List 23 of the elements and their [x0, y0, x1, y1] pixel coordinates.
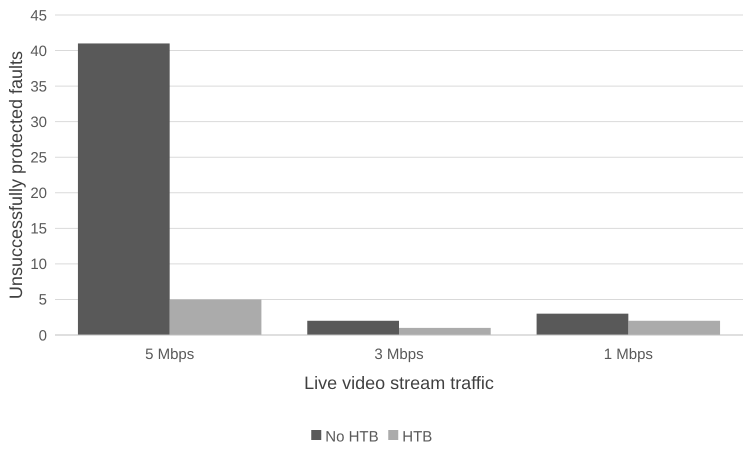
y-axis-title: Unsuccessfully protected faults [6, 50, 26, 300]
y-tick-label: 45 [30, 7, 47, 24]
bar [536, 314, 628, 335]
bar [307, 320, 399, 335]
x-tick-label: 5 Mbps [145, 346, 194, 363]
y-tick-label: 20 [30, 185, 47, 202]
y-tick-label: 35 [30, 78, 47, 96]
y-tick-label: 15 [30, 220, 47, 238]
x-axis-title: Live video stream traffic [304, 373, 494, 393]
y-tick-label: 5 [38, 292, 47, 309]
legend-label: No HTB [325, 428, 379, 446]
legend-label: HTB [402, 428, 432, 446]
bar [628, 320, 720, 335]
bar [399, 328, 491, 335]
x-tick-label: 1 Mbps [604, 346, 653, 363]
y-tick-label: 30 [30, 114, 47, 131]
y-tick-label: 10 [30, 256, 47, 274]
y-tick-label: 0 [38, 327, 47, 344]
y-tick-label: 25 [30, 149, 47, 166]
bar [170, 299, 262, 335]
bar [78, 43, 170, 335]
x-tick-label: 3 Mbps [374, 346, 424, 363]
y-tick-label: 40 [30, 42, 47, 60]
